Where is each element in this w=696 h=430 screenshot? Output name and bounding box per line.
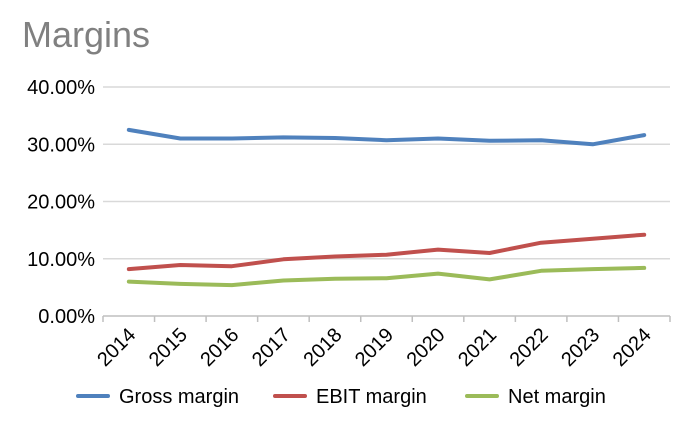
series-lines: [126, 127, 647, 288]
legend: Gross margin EBIT margin Net margin: [76, 386, 606, 408]
series-line-ebit-margin: [126, 232, 647, 272]
chart-title: Margins: [22, 14, 151, 55]
legend-label: EBIT margin: [316, 386, 427, 408]
legend-label: Gross margin: [119, 386, 239, 408]
x-tick-label: 2018: [299, 324, 346, 371]
legend-label: Net margin: [508, 386, 606, 408]
x-tick-label: 2022: [506, 324, 553, 371]
x-tick-label: 2019: [351, 324, 398, 371]
y-tick-label: 40.00%: [27, 77, 95, 99]
x-axis-ticks: 2014 2015 2016 2017 2018 2019 2020 2021 2022 2023…: [93, 316, 671, 371]
x-tick-label: 2017: [248, 324, 295, 371]
x-tick-label: 2014: [93, 324, 140, 371]
series-line-gross-margin: [126, 127, 647, 147]
x-tick-label: 2016: [196, 324, 243, 371]
x-tick-label: 2023: [557, 324, 604, 371]
y-tick-label: 0.00%: [38, 306, 95, 328]
y-tick-label: 10.00%: [27, 249, 95, 271]
y-axis-ticks: 0.00% 10.00% 20.00% 30.00% 40.00%: [27, 77, 95, 328]
y-tick-label: 20.00%: [27, 192, 95, 214]
x-tick-label: 2024: [609, 324, 656, 371]
x-tick-label: 2021: [454, 324, 501, 371]
gridlines: [103, 86, 670, 317]
series-line-net-margin: [126, 265, 647, 288]
x-tick-label: 2020: [403, 324, 450, 371]
y-tick-label: 30.00%: [27, 134, 95, 156]
x-tick-label: 2015: [145, 324, 192, 371]
